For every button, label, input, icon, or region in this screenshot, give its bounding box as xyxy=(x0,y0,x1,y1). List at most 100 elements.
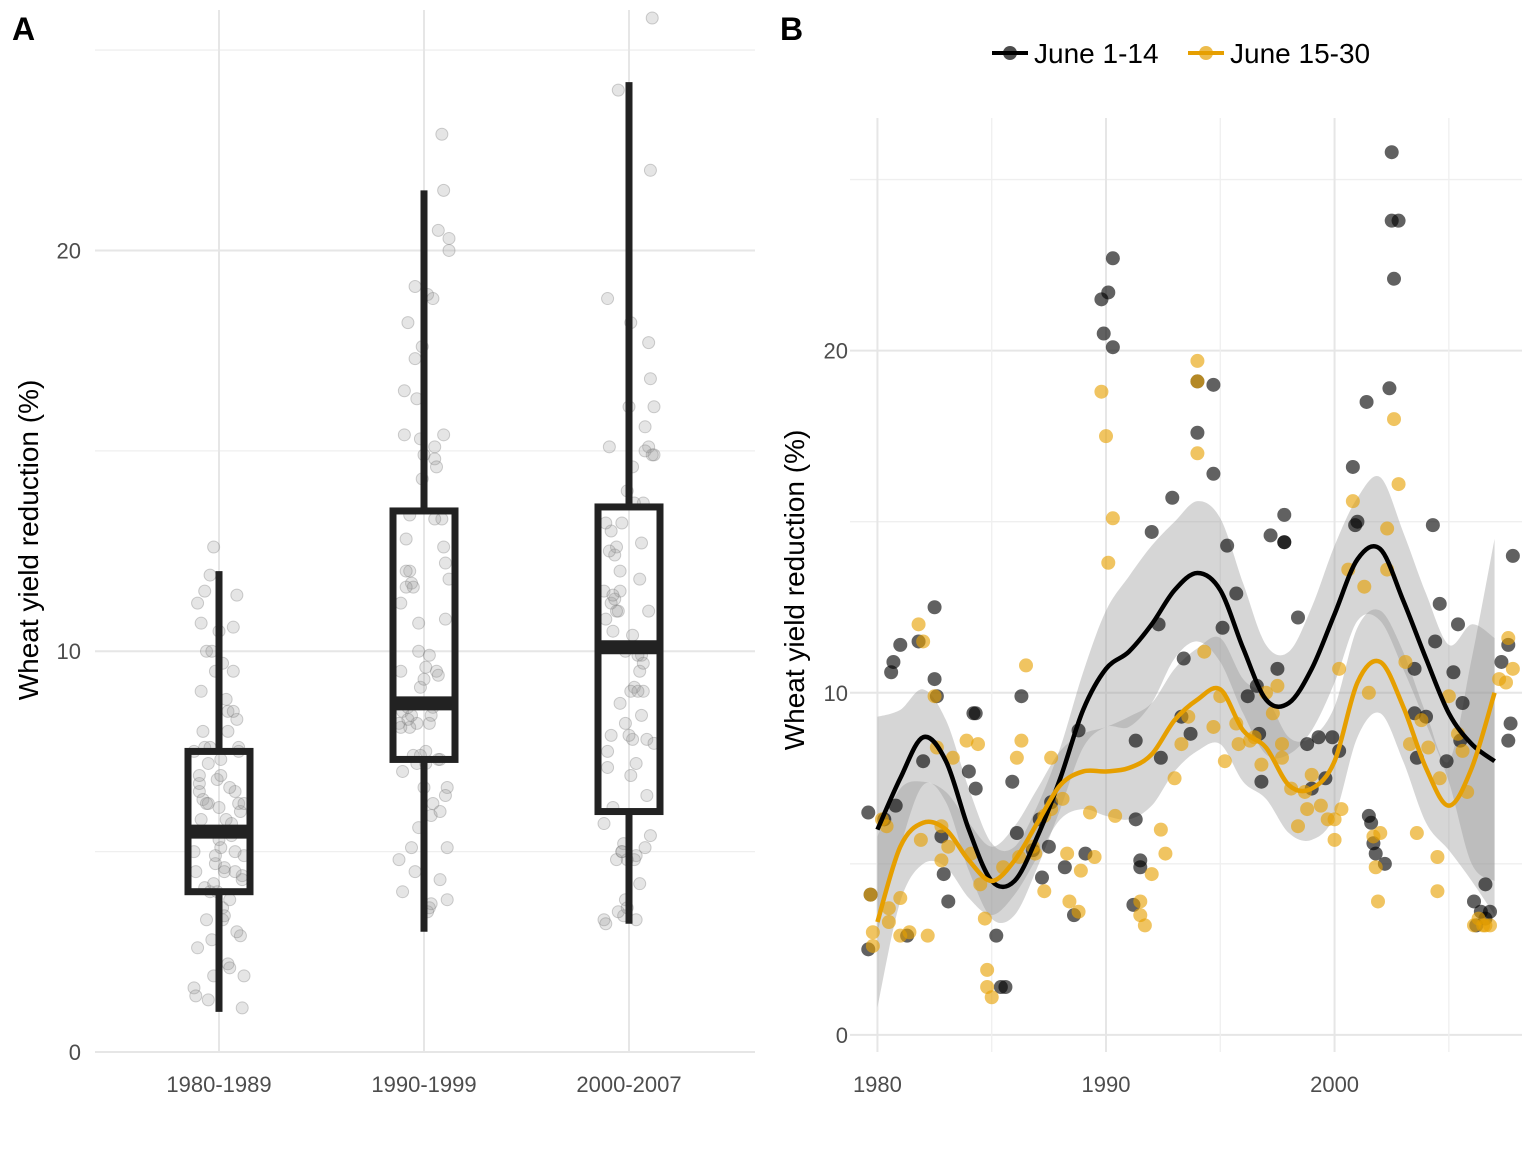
panel-a-point-1980-1989 xyxy=(200,913,213,927)
panel-a-point-2000-2007 xyxy=(635,708,648,722)
point-june-15-30 xyxy=(1483,918,1497,933)
panel-a-point-1990-1999 xyxy=(422,648,436,662)
point-june-15-30 xyxy=(1501,631,1516,646)
point-june-15-30 xyxy=(1327,832,1342,847)
panel-a-point-1980-1989 xyxy=(214,752,228,766)
panel-a-point-1990-1999 xyxy=(403,720,417,734)
panel-a-point-1980-1989 xyxy=(217,865,231,879)
point-june-15-30 xyxy=(1505,661,1520,676)
point-june-1-14 xyxy=(1105,251,1120,266)
panel-a-point-1980-1989 xyxy=(235,1001,249,1015)
point-june-1-14 xyxy=(1035,870,1049,885)
panel-a-point-2000-2007 xyxy=(647,448,661,462)
point-june-15-30 xyxy=(1190,374,1205,389)
panel-a-point-2000-2007 xyxy=(610,853,623,867)
point-june-15-30 xyxy=(1361,685,1376,700)
point-june-1-14 xyxy=(1387,271,1401,286)
panel-a-point-1990-1999 xyxy=(396,885,410,899)
point-june-1-14 xyxy=(1503,716,1518,731)
point-june-1-14 xyxy=(1215,620,1230,635)
panel-a-point-1980-1989 xyxy=(194,813,208,827)
point-june-15-30 xyxy=(865,925,880,940)
point-june-15-30 xyxy=(1265,706,1280,721)
point-june-15-30 xyxy=(1441,689,1456,704)
point-june-1-14 xyxy=(1206,466,1221,481)
panel-a-point-1990-1999 xyxy=(430,664,443,678)
panel-a-point-1980-1989 xyxy=(228,785,242,798)
point-june-15-30 xyxy=(1254,757,1269,772)
panel-a-point-1980-1989 xyxy=(196,724,210,738)
box-iqr xyxy=(594,503,664,816)
legend-item-june-15-30: June 15-30 xyxy=(1188,38,1370,69)
point-june-15-30 xyxy=(865,938,880,953)
legend: June 1-14 June 15-30 xyxy=(992,38,1370,69)
panel-a: A 0 10 20 1980-1989 1990-1999 2000-2007 Wheat… xyxy=(12,10,755,1097)
point-june-1-14 xyxy=(998,979,1013,994)
point-june-1-14 xyxy=(1009,826,1024,841)
panel-a-point-1990-1999 xyxy=(408,865,422,879)
panel-a-point-1990-1999 xyxy=(438,612,452,626)
point-june-1-14 xyxy=(888,798,903,813)
panel-a-point-1980-1989 xyxy=(192,776,206,790)
panel-a-point-1990-1999 xyxy=(408,352,422,366)
point-june-1-14 xyxy=(1254,774,1269,789)
point-june-15-30 xyxy=(1275,737,1289,752)
panel-a-x-tick-label: 2000-2007 xyxy=(576,1072,681,1097)
panel-a-point-1990-1999 xyxy=(401,316,415,330)
panel-a-point-1980-1989 xyxy=(237,969,251,983)
panel-a-point-1990-1999 xyxy=(412,616,426,630)
point-june-1-14 xyxy=(1176,651,1191,666)
panel-a-point-1990-1999 xyxy=(397,384,411,398)
panel-a-point-2000-2007 xyxy=(613,584,627,598)
point-june-1-14 xyxy=(1494,654,1509,669)
point-june-1-14 xyxy=(1153,750,1168,765)
panel-a-point-2000-2007 xyxy=(638,444,652,458)
point-june-1-14 xyxy=(1096,326,1111,341)
point-june-15-30 xyxy=(1071,904,1086,919)
point-june-15-30 xyxy=(1327,812,1342,827)
panel-a-point-1980-1989 xyxy=(200,644,213,658)
point-june-15-30 xyxy=(1206,719,1221,734)
point-june-15-30 xyxy=(1455,743,1470,758)
panel-a-point-1990-1999 xyxy=(433,873,447,887)
panel-a-point-2000-2007 xyxy=(599,516,613,530)
panel-a-tag: A xyxy=(12,11,35,47)
point-june-15-30 xyxy=(1380,521,1395,536)
point-june-15-30 xyxy=(1300,802,1315,817)
point-june-15-30 xyxy=(1345,494,1360,509)
point-june-1-14 xyxy=(886,654,901,669)
point-june-1-14 xyxy=(1428,634,1443,649)
point-june-1-14 xyxy=(1432,596,1447,611)
panel-a-point-1980-1989 xyxy=(194,616,208,630)
legend-label-june-1-14: June 1-14 xyxy=(1034,38,1159,69)
point-june-15-30 xyxy=(1291,819,1305,834)
panel-b-grid xyxy=(850,118,1522,1052)
point-june-1-14 xyxy=(1057,860,1072,875)
point-june-1-14 xyxy=(1263,528,1278,543)
point-june-15-30 xyxy=(1060,846,1075,861)
panel-a-axes: 0 10 20 1980-1989 1990-1999 2000-2007 xyxy=(57,238,682,1097)
point-june-15-30 xyxy=(1062,894,1077,909)
legend-item-june-1-14: June 1-14 xyxy=(992,38,1159,69)
point-june-1-14 xyxy=(1359,394,1374,409)
point-june-1-14 xyxy=(1277,507,1292,522)
point-june-1-14 xyxy=(1128,733,1143,748)
panel-a-point-1980-1989 xyxy=(200,797,213,811)
point-june-15-30 xyxy=(1190,446,1205,461)
point-june-15-30 xyxy=(1270,678,1285,693)
panel-a-point-1980-1989 xyxy=(210,772,224,786)
panel-a-point-2000-2007 xyxy=(613,696,627,710)
point-june-1-14 xyxy=(1451,617,1465,632)
point-june-15-30 xyxy=(1398,654,1413,669)
point-june-15-30 xyxy=(1371,894,1385,909)
panel-a-point-2000-2007 xyxy=(610,604,623,618)
point-june-1-14 xyxy=(1144,524,1159,539)
panel-a-point-2000-2007 xyxy=(633,664,647,678)
panel-b-x-tick-label: 1980 xyxy=(853,1072,902,1097)
point-june-15-30 xyxy=(1430,884,1445,899)
panel-a-point-1980-1989 xyxy=(233,805,247,819)
panel-a-point-1990-1999 xyxy=(399,532,413,546)
legend-key-june-1-14 xyxy=(1003,46,1017,60)
panel-a-point-2000-2007 xyxy=(602,544,616,558)
panel-b-y-tick-label: 10 xyxy=(824,681,848,706)
